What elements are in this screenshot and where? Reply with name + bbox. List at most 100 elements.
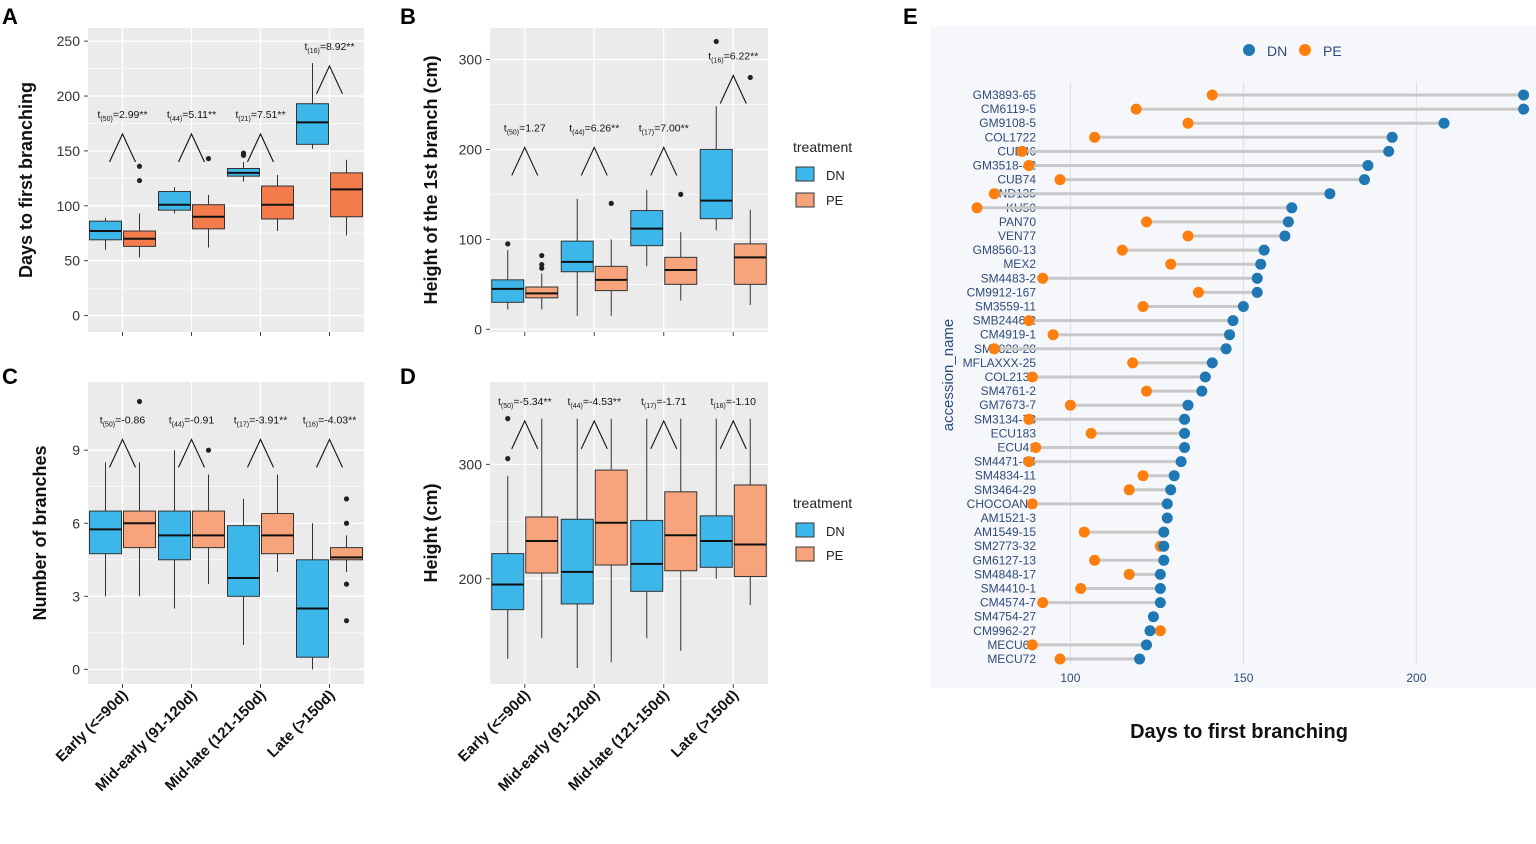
y-tick-label: 0 <box>72 661 80 677</box>
dn-point <box>1134 653 1146 665</box>
t-stat-label: t(16)=-4.03** <box>303 414 357 428</box>
t-value: =7.00** <box>654 122 689 134</box>
x-tick-label: 200 <box>1406 671 1426 685</box>
dn-point <box>1362 160 1374 171</box>
box-outlier <box>136 177 143 184</box>
t-stat-label: t(16)=8.92** <box>304 41 354 55</box>
accession-label: SM4848-17 <box>974 567 1036 581</box>
dn-point <box>1144 625 1156 637</box>
t-df: (16) <box>306 421 318 428</box>
y-axis-title: Height (cm) <box>421 483 441 582</box>
significance-chevron <box>247 132 274 163</box>
dn-point <box>1220 343 1232 355</box>
category-label: Early (<=90d) <box>455 687 534 766</box>
t-stat-label: t(50)=2.99** <box>97 109 147 123</box>
t-symbol: t <box>504 122 507 134</box>
dn-point <box>1147 611 1159 623</box>
accession-label: COL2131 <box>985 370 1037 384</box>
pe-point <box>1026 639 1038 651</box>
t-df: (21) <box>238 116 250 123</box>
t-symbol: t <box>169 414 172 426</box>
dn-point <box>1196 385 1208 397</box>
accession-label: SMB2446-2 <box>973 314 1037 328</box>
y-tick-label: 200 <box>57 88 81 104</box>
box-outlier <box>240 150 247 156</box>
t-symbol: t <box>167 109 170 121</box>
dn-point <box>1182 399 1194 411</box>
panel-label-c: C <box>2 364 18 389</box>
pe-point <box>1030 442 1042 453</box>
significance-chevron <box>511 146 539 176</box>
box-outlier <box>505 456 511 462</box>
dn-point <box>1224 329 1236 341</box>
significance-chevron <box>316 64 343 95</box>
t-value: =8.92** <box>320 41 355 53</box>
box-outlier <box>505 416 511 422</box>
dn-point <box>1358 174 1370 186</box>
legend-pe-label: PE <box>1323 43 1342 59</box>
significance-chevron <box>650 146 678 176</box>
t-symbol: t <box>639 122 642 134</box>
accession-label: CM4574-7 <box>980 596 1036 610</box>
box-pe <box>594 265 628 292</box>
t-df: (44) <box>170 116 182 123</box>
accession-label: GM7673-7 <box>979 398 1036 412</box>
t-stat-label: t(50)=-0.86 <box>100 414 146 428</box>
t-symbol: t <box>569 122 572 134</box>
significance-chevron <box>247 438 274 468</box>
plot-background <box>88 28 364 332</box>
legend-bottom: treatment DN PE <box>793 495 852 563</box>
pe-point <box>1130 103 1142 115</box>
y-axis-title: Days to first branching <box>16 82 36 278</box>
accession-label: SM3464-29 <box>974 483 1036 497</box>
dn-point <box>1255 258 1267 270</box>
dn-point <box>1158 540 1170 552</box>
pe-point <box>1116 244 1128 256</box>
pe-point <box>1123 568 1135 580</box>
accession-label: AM1549-15 <box>974 525 1036 539</box>
legend-title: treatment <box>793 495 852 511</box>
accession-label: AM1521-3 <box>981 511 1037 525</box>
t-value: =5.11** <box>182 109 216 121</box>
t-value: =7.51** <box>251 109 286 121</box>
box-outlier <box>205 447 212 453</box>
box-outlier <box>343 581 350 587</box>
pe-point <box>1123 484 1135 496</box>
box-dn <box>699 148 733 220</box>
accession-label: MECU72 <box>987 652 1036 666</box>
pe-point <box>971 202 983 214</box>
pe-point <box>1154 625 1166 637</box>
dn-point <box>1165 484 1177 496</box>
box-dn <box>491 279 525 303</box>
box-pe <box>664 491 698 572</box>
accession-label: SM2773-32 <box>974 539 1036 553</box>
accession-label: MECU64 <box>987 638 1036 652</box>
dn-point <box>1161 512 1173 524</box>
t-df: (50) <box>501 403 513 410</box>
significance-chevron <box>719 74 747 104</box>
y-tick-label: 0 <box>72 308 80 324</box>
y-tick-label: 50 <box>64 253 80 269</box>
box-outlier <box>539 265 545 271</box>
significance-chevron <box>109 132 136 163</box>
t-symbol: t <box>97 109 100 121</box>
pe-point <box>1206 89 1218 101</box>
accession-label: COL1722 <box>985 130 1037 144</box>
accession-label: CUB74 <box>997 173 1036 187</box>
box-outlier <box>505 241 511 247</box>
box-outlier <box>343 618 350 624</box>
t-stat-label: t(17)=7.00** <box>639 122 689 136</box>
dn-point <box>1179 427 1191 439</box>
pe-point <box>1089 131 1101 143</box>
pe-point <box>1054 174 1066 186</box>
significance-chevron <box>178 438 205 468</box>
box-outlier <box>539 261 545 268</box>
dn-point <box>1175 456 1187 468</box>
t-df: (17) <box>642 129 654 136</box>
t-value: =-4.53** <box>583 396 621 408</box>
pe-point <box>1023 315 1035 327</box>
y-tick-label: 200 <box>459 141 483 157</box>
dn-point <box>1199 371 1211 383</box>
pe-point <box>1182 230 1194 242</box>
